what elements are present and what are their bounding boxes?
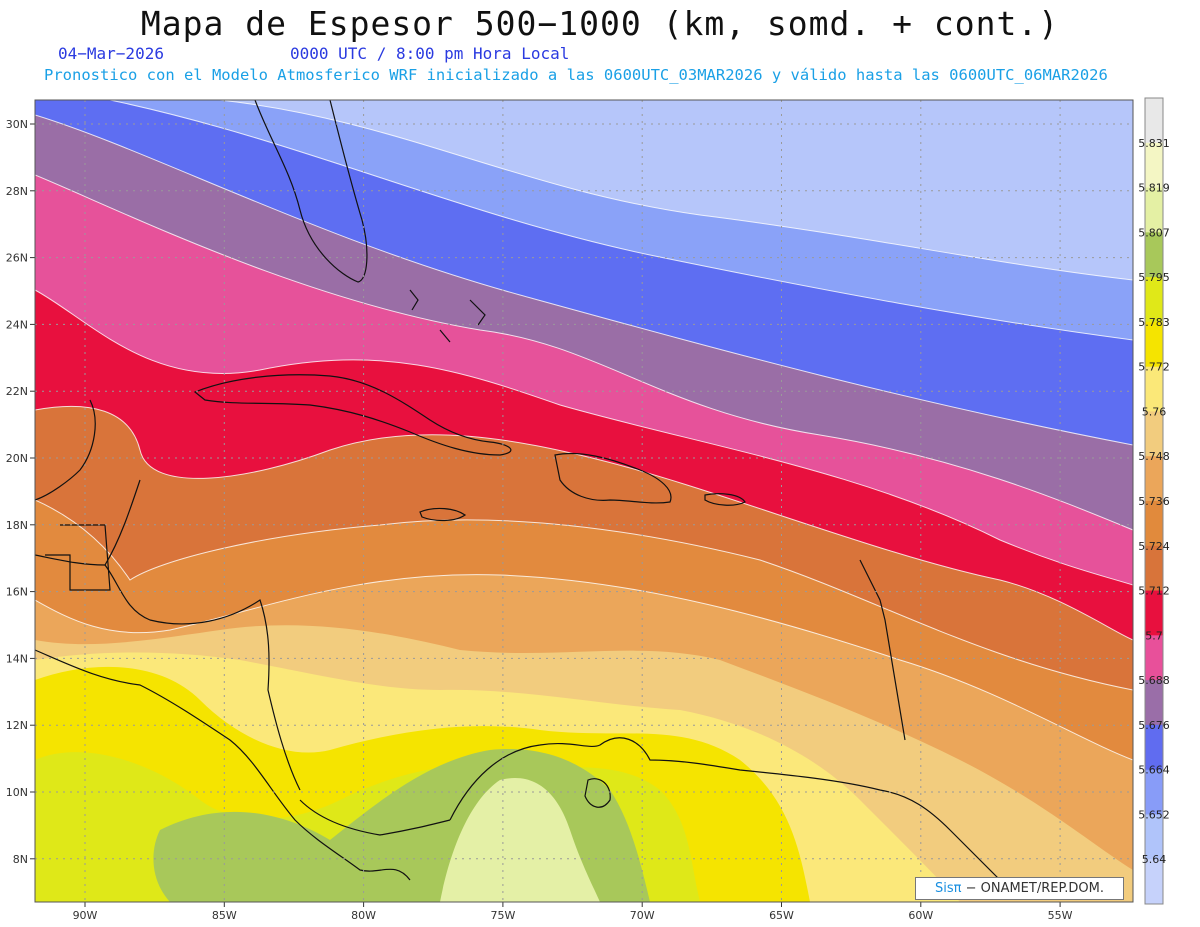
lat-label: 30N (6, 118, 28, 131)
forecast-date: 04−Mar−2026 (58, 44, 164, 63)
lat-label: 8N (13, 853, 28, 866)
colorbar-swatch (1145, 545, 1163, 592)
lon-label: 75W (490, 909, 515, 922)
colorbar-swatch (1145, 98, 1163, 144)
lat-label: 12N (6, 719, 28, 732)
thickness-fill (35, 100, 1133, 902)
lesser-antilles (859, 559, 906, 741)
colorbar-swatch (1145, 232, 1163, 278)
colorbar-label: 5.807 (1138, 226, 1170, 239)
lat-label: 20N (6, 452, 28, 465)
graticule (35, 100, 1133, 902)
jamaica (419, 507, 467, 522)
map-title: Mapa de Espesor 500−1000 (km, somd. + co… (140, 4, 1060, 43)
colorbar-label: 5.664 (1138, 764, 1170, 777)
lat-label: 14N (6, 652, 28, 665)
colorbar-swatch (1145, 142, 1163, 189)
colorbar-label: 5.831 (1138, 137, 1170, 150)
credit-text: − ONAMET/REP.DOM. (961, 881, 1104, 896)
south-america-north (449, 737, 1011, 891)
colorbar-swatch (1145, 680, 1163, 726)
lon-label: 65W (769, 909, 794, 922)
colorbar-label: 5.724 (1138, 540, 1170, 553)
colorbar-label: 5.64 (1142, 853, 1167, 866)
coastlines (35, 100, 1011, 891)
central-america-north (104, 564, 301, 791)
colorbar-label: 5.652 (1138, 808, 1170, 821)
forecast-description: Pronostico con el Modelo Atmosferico WRF… (44, 66, 1108, 84)
colorbar-label: 5.688 (1138, 674, 1170, 687)
colorbar-swatch (1145, 366, 1163, 412)
colorbar-label: 5.712 (1138, 585, 1170, 598)
lon-label: 70W (630, 909, 655, 922)
belize-border (45, 524, 111, 591)
colorbar-swatch (1145, 635, 1163, 681)
colorbar-swatch (1145, 321, 1163, 368)
yucatan (35, 479, 141, 566)
lat-label: 26N (6, 252, 28, 265)
lat-label: 10N (6, 786, 28, 799)
colorbar-label: 5.748 (1138, 450, 1170, 463)
colorbar-label: 5.819 (1138, 182, 1170, 195)
colorbar-swatch (1145, 814, 1163, 860)
gulf-coast (35, 399, 96, 501)
colorbar-frame (1144, 97, 1164, 905)
lat-label: 16N (6, 586, 28, 599)
colorbar-label: 5.736 (1138, 495, 1170, 508)
colorbar: 5.831 5.819 5.807 5.795 5.783 5.772 5.76 5.748 5… (1138, 97, 1170, 905)
bahamas-1 (409, 289, 419, 311)
forecast-time: 0000 UTC / 8:00 pm Hora Local (290, 44, 570, 63)
colorbar-label: 5.76 (1142, 405, 1167, 418)
colorbar-swatch (1145, 277, 1163, 323)
lon-label: 80W (351, 909, 376, 922)
lake-maracaibo (584, 778, 611, 808)
panama (299, 799, 451, 836)
colorbar-swatch (1145, 769, 1163, 815)
map-frame (34, 99, 1134, 903)
colorbar-swatch (1145, 187, 1163, 233)
lon-label: 55W (1048, 909, 1073, 922)
band-5807 (440, 778, 600, 902)
colorbar-swatch (1145, 724, 1163, 771)
lon-label: 90W (73, 909, 98, 922)
lat-label: 28N (6, 185, 28, 198)
lon-label: 60W (908, 909, 933, 922)
colorbar-swatch (1145, 859, 1163, 905)
colorbar-swatch (1145, 411, 1163, 457)
lat-label: 22N (6, 385, 28, 398)
colorbar-label: 5.795 (1138, 271, 1170, 284)
lat-label: 24N (6, 318, 28, 331)
colorbar-label: 5.783 (1138, 316, 1170, 329)
lon-label: 85W (212, 909, 237, 922)
colorbar-label: 5.772 (1138, 361, 1170, 374)
colorbar-label: 5.7 (1145, 629, 1163, 642)
lat-label: 18N (6, 519, 28, 532)
credit-brand: Sisπ (934, 881, 962, 896)
central-america-pacific (35, 649, 411, 881)
florida-peninsula (254, 100, 368, 283)
colorbar-label: 5.676 (1138, 719, 1170, 732)
puerto-rico (704, 493, 746, 506)
hispaniola (554, 452, 672, 504)
credit-box: Sisπ − ONAMET/REP.DOM. (915, 877, 1124, 900)
bahamas-3 (469, 299, 486, 326)
colorbar-swatch (1145, 590, 1163, 636)
colorbar-swatch (1145, 501, 1163, 547)
colorbar-swatch (1145, 456, 1163, 502)
lon-axis: 90W 85W 80W 75W 70W 65W 60W 55W (73, 902, 1073, 922)
bahamas-2 (439, 329, 451, 343)
lat-axis: 30N 28N 26N 24N 22N 20N 18N 16N 14N 12N 10N 8N (6, 118, 35, 866)
thickness-contours (35, 100, 1133, 761)
cuba (193, 374, 512, 456)
